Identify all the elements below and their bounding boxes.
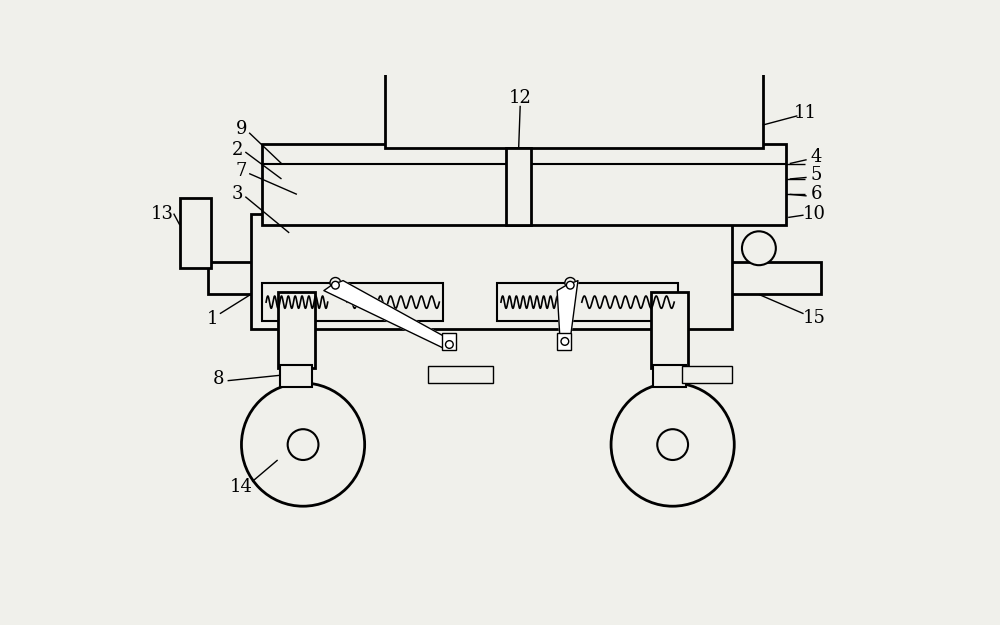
Circle shape [241, 383, 365, 506]
Bar [208, 262, 820, 294]
Bar [180, 198, 211, 268]
Bar [653, 365, 686, 387]
Bar [442, 333, 456, 350]
Text: 14: 14 [230, 478, 253, 496]
Bar [251, 214, 732, 329]
Text: 3: 3 [232, 186, 243, 203]
Text: 9: 9 [236, 120, 247, 138]
Text: 6: 6 [811, 186, 822, 203]
Circle shape [288, 429, 318, 460]
Bar [385, 59, 763, 148]
Bar [682, 366, 732, 383]
Polygon shape [324, 281, 455, 350]
Text: 10: 10 [803, 204, 826, 222]
Text: 8: 8 [213, 370, 224, 388]
Text: 11: 11 [794, 104, 817, 122]
Bar [278, 292, 315, 367]
Circle shape [657, 429, 688, 460]
Text: 1: 1 [206, 310, 218, 328]
Bar [428, 366, 493, 383]
Circle shape [742, 231, 776, 265]
Circle shape [611, 383, 734, 506]
Circle shape [446, 341, 453, 348]
Circle shape [332, 281, 339, 289]
Bar [280, 365, 312, 387]
Text: 12: 12 [509, 89, 532, 107]
Circle shape [565, 278, 576, 288]
Text: 5: 5 [811, 166, 822, 184]
Text: 7: 7 [236, 162, 247, 180]
Circle shape [561, 338, 569, 345]
Circle shape [330, 278, 341, 288]
Text: 2: 2 [232, 141, 243, 159]
Polygon shape [557, 281, 578, 344]
Text: 15: 15 [803, 309, 826, 326]
Bar [557, 333, 571, 350]
Bar [651, 292, 688, 367]
Bar [262, 283, 443, 321]
Text: 4: 4 [811, 148, 822, 166]
Text: 13: 13 [151, 204, 174, 222]
Bar [506, 148, 531, 225]
Bar [262, 144, 786, 225]
Bar [497, 283, 678, 321]
Circle shape [566, 281, 574, 289]
